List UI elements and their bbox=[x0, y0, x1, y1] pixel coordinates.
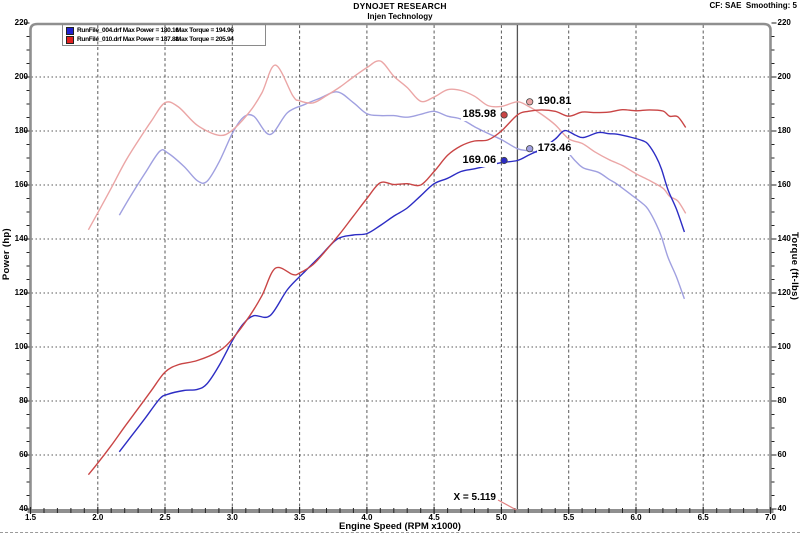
y-right-label-60: 60 bbox=[777, 450, 787, 459]
legend-row-run004: RunFile_004.drf Max Power = 180.16 Max T… bbox=[66, 26, 262, 35]
x-tick-label-2.0: 2.0 bbox=[92, 513, 104, 522]
y-left-label-160: 160 bbox=[14, 180, 28, 189]
y-left-label-140: 140 bbox=[14, 234, 28, 243]
y-right-label-220: 220 bbox=[777, 18, 791, 27]
y-right-label-140: 140 bbox=[777, 234, 791, 243]
x-tick-label-4.0: 4.0 bbox=[361, 513, 373, 522]
readout-run004_torque: 173.46 bbox=[536, 141, 573, 155]
readout-run010_torque: 190.81 bbox=[536, 94, 573, 108]
plot-frame bbox=[29, 22, 772, 509]
run004-color-swatch-icon bbox=[66, 26, 74, 35]
curve-run004_torque bbox=[118, 91, 686, 300]
run010-color-swatch-icon bbox=[66, 35, 74, 44]
y-left-label-100: 100 bbox=[14, 342, 28, 351]
legend-run004-max-torque: Max Torque = 194.96 bbox=[176, 27, 234, 34]
cursor-marker-run004_power bbox=[500, 156, 508, 165]
cursor-label-leader bbox=[497, 499, 517, 511]
bottom-divider bbox=[0, 532, 800, 533]
y-right-label-160: 160 bbox=[777, 180, 791, 189]
rpm-axis-title: Engine Speed (RPM x1000) bbox=[339, 521, 461, 532]
y-left-label-220: 220 bbox=[14, 18, 28, 27]
legend: RunFile_004.drf Max Power = 180.16 Max T… bbox=[62, 24, 266, 46]
x-tick-label-5.0: 5.0 bbox=[495, 513, 507, 522]
y-left-label-180: 180 bbox=[14, 126, 28, 135]
x-tick-label-5.5: 5.5 bbox=[563, 513, 575, 522]
cursor-marker-run004_torque bbox=[526, 145, 534, 153]
y-right-label-100: 100 bbox=[777, 342, 791, 351]
y-right-label-180: 180 bbox=[777, 126, 791, 135]
correction-smoothing-note: CF: SAE Smoothing: 5 bbox=[709, 1, 797, 10]
page-subtitle: Injen Technology bbox=[367, 12, 433, 21]
y-right-label-200: 200 bbox=[777, 72, 791, 81]
curve-run010_torque bbox=[87, 60, 687, 231]
curve-run004_power bbox=[118, 129, 686, 453]
torque-axis-title: Torque (ft-lbs) bbox=[789, 232, 800, 301]
x-tick-label-3.5: 3.5 bbox=[294, 513, 306, 522]
y-right-label-80: 80 bbox=[777, 396, 787, 405]
y-left-label-120: 120 bbox=[14, 288, 28, 297]
readout-run004_power: 169.06 bbox=[461, 153, 498, 167]
curve-run010_power bbox=[87, 108, 687, 476]
cursor-marker-run010_power bbox=[500, 111, 508, 119]
y-right-label-120: 120 bbox=[777, 288, 791, 297]
legend-run004-file-power: RunFile_004.drf Max Power = 180.16 bbox=[77, 27, 179, 34]
x-tick-label-2.5: 2.5 bbox=[159, 513, 171, 522]
y-right-label-40: 40 bbox=[777, 504, 787, 513]
x-tick-label-1.5: 1.5 bbox=[24, 513, 37, 522]
page-title: DYNOJET RESEARCH bbox=[353, 1, 447, 11]
x-axis-bar bbox=[27, 509, 774, 513]
cursor-marker-run010_torque bbox=[526, 98, 534, 106]
legend-run010-file-power: RunFile_010.drf Max Power = 187.88 bbox=[77, 36, 179, 43]
x-tick-label-6.0: 6.0 bbox=[630, 513, 642, 522]
x-tick-label-4.5: 4.5 bbox=[428, 513, 440, 522]
y-left-label-80: 80 bbox=[19, 396, 28, 405]
legend-row-run010: RunFile_010.drf Max Power = 187.88 Max T… bbox=[66, 35, 262, 44]
y-left-label-200: 200 bbox=[14, 72, 28, 81]
legend-run010-max-torque: Max Torque = 205.94 bbox=[176, 36, 234, 43]
readout-run010_power: 185.98 bbox=[461, 107, 498, 121]
cursor-x-readout: X = 5.119 bbox=[452, 492, 497, 503]
x-tick-label-3.0: 3.0 bbox=[226, 513, 238, 522]
y-left-label-40: 40 bbox=[19, 504, 28, 513]
y-left-label-60: 60 bbox=[19, 450, 28, 459]
x-tick-label-6.5: 6.5 bbox=[697, 513, 709, 522]
x-tick-label-7.0: 7.0 bbox=[764, 513, 777, 522]
